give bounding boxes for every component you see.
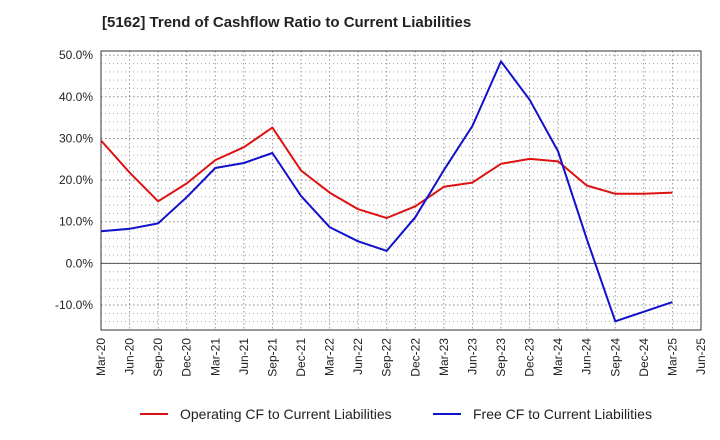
y-tick-label: 40.0% — [59, 90, 93, 104]
x-tick-label: Mar-25 — [665, 338, 679, 376]
x-tick-label: Sep-21 — [265, 338, 279, 377]
y-tick-label: 0.0% — [66, 256, 94, 270]
y-tick-label: 30.0% — [59, 131, 93, 145]
y-tick-label: 50.0% — [59, 48, 93, 62]
x-tick-label: Jun-20 — [123, 338, 137, 375]
legend-label-1: Operating CF to Current Liabilities — [180, 406, 392, 422]
plot-frame — [100, 50, 702, 331]
y-tick-label: 20.0% — [59, 173, 93, 187]
x-tick-label: Mar-21 — [208, 338, 222, 376]
x-tick-label: Sep-24 — [608, 338, 622, 377]
x-tick-label: Jun-24 — [580, 338, 594, 375]
y-tick-label: -10.0% — [55, 298, 93, 312]
x-tick-label: Jun-25 — [694, 338, 708, 375]
x-tick-label: Mar-22 — [323, 338, 337, 376]
y-tick-label: 10.0% — [59, 215, 93, 229]
x-tick-label: Sep-20 — [151, 338, 165, 377]
x-tick-label: Sep-23 — [494, 338, 508, 377]
legend-label-2: Free CF to Current Liabilities — [473, 406, 652, 422]
series-line-2 — [100, 60, 673, 323]
x-tick-label: Mar-23 — [437, 338, 451, 376]
chart-title: [5162] Trend of Cashflow Ratio to Curren… — [102, 14, 472, 31]
x-tick-label: Dec-24 — [637, 338, 651, 377]
x-tick-label: Jun-22 — [351, 338, 365, 375]
x-tick-label: Dec-21 — [294, 338, 308, 377]
x-tick-label: Jun-23 — [465, 338, 479, 375]
x-tick-label: Dec-23 — [523, 338, 537, 377]
x-tick-label: Jun-21 — [237, 338, 251, 375]
x-tick-label: Mar-24 — [551, 338, 565, 376]
x-tick-label: Mar-20 — [94, 338, 108, 376]
series-line-1 — [100, 126, 673, 219]
x-tick-label: Dec-20 — [180, 338, 194, 377]
x-tick-label: Dec-22 — [408, 338, 422, 377]
x-tick-label: Sep-22 — [380, 338, 394, 377]
